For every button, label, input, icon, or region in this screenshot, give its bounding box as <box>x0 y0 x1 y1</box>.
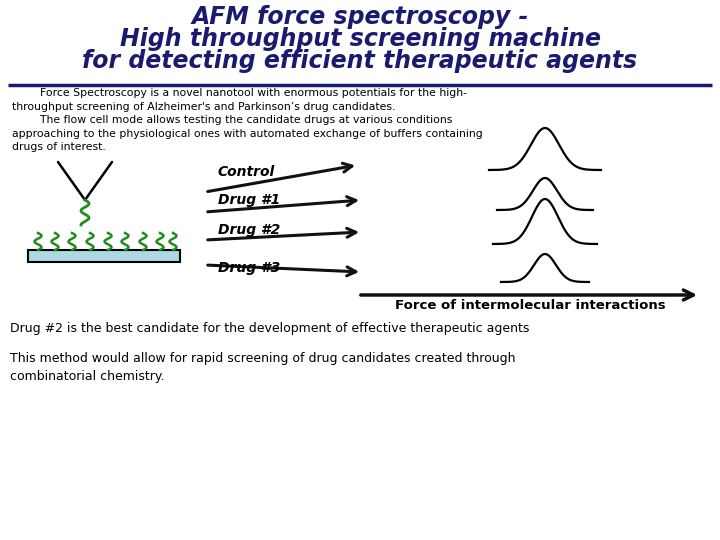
Bar <box>28 250 180 262</box>
Text: Drug #1: Drug #1 <box>218 193 280 207</box>
Text: Force of intermolecular interactions: Force of intermolecular interactions <box>395 299 665 312</box>
Text: for detecting efficient therapeutic agents: for detecting efficient therapeutic agen… <box>82 49 638 73</box>
Text: This method would allow for rapid screening of drug candidates created through
c: This method would allow for rapid screen… <box>10 352 516 383</box>
Text: Drug #2 is the best candidate for the development of effective therapeutic agent: Drug #2 is the best candidate for the de… <box>10 322 529 335</box>
Text: Drug #3: Drug #3 <box>218 261 280 275</box>
Text: Force Spectroscopy is a novel nanotool with enormous potentials for the high-
th: Force Spectroscopy is a novel nanotool w… <box>12 88 482 152</box>
Text: High throughput screening machine: High throughput screening machine <box>120 27 600 51</box>
Text: Drug #2: Drug #2 <box>218 223 280 237</box>
Text: AFM force spectroscopy -: AFM force spectroscopy - <box>192 5 528 29</box>
Text: Control: Control <box>218 165 275 179</box>
